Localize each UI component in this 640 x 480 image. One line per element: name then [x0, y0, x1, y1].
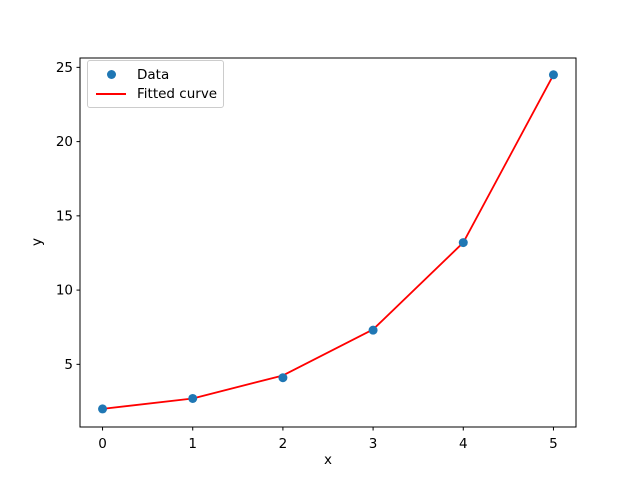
axes-layer: 0 1 2 3 4 5 5 10 15 20 25: [56, 57, 577, 452]
legend-label-fitted-curve: Fitted curve: [137, 85, 218, 102]
legend-handle-fitted-curve: [94, 92, 128, 95]
y-tick-label: 5: [64, 357, 73, 373]
y-tick-label: 25: [56, 60, 73, 76]
data-point-marker: [548, 70, 558, 80]
line-sample-icon: [96, 92, 126, 95]
legend-label-data: Data: [137, 66, 170, 83]
y-tick-label: 15: [56, 208, 73, 224]
data-point-marker: [98, 404, 108, 414]
legend-entry-data: Data: [94, 65, 215, 84]
data-layer: [98, 70, 558, 414]
x-tick-label: 0: [98, 436, 107, 452]
x-tick-label: 5: [549, 436, 558, 452]
legend: Data Fitted curve: [87, 60, 224, 108]
x-tick-label: 4: [459, 436, 468, 452]
data-point-marker: [278, 373, 288, 383]
data-point-marker: [458, 238, 468, 248]
x-axis-label: x: [324, 452, 332, 468]
legend-handle-data: [94, 70, 128, 79]
data-point-marker: [368, 325, 378, 335]
data-point-marker: [188, 393, 198, 403]
y-tick-label: 20: [56, 134, 73, 150]
axes-spines: [79, 57, 577, 428]
x-tick-label: 3: [369, 436, 378, 452]
y-tick-label: 10: [56, 283, 73, 299]
y-axis-label: y: [29, 238, 45, 246]
fitted-curve-line: [101, 73, 555, 410]
x-tick-label: 2: [279, 436, 288, 452]
legend-entry-fitted-curve: Fitted curve: [94, 84, 218, 103]
x-tick-label: 1: [188, 436, 197, 452]
scatter-marker-icon: [106, 70, 116, 79]
